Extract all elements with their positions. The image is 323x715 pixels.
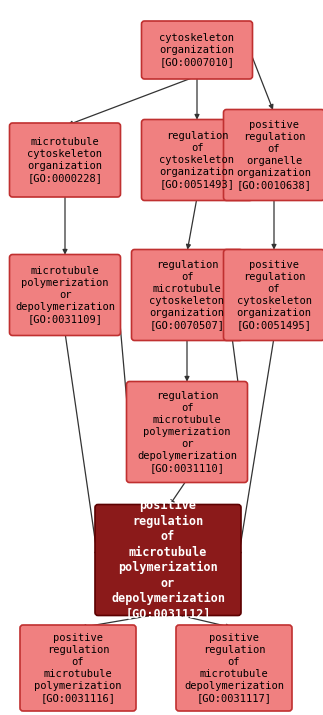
FancyBboxPatch shape	[20, 625, 136, 711]
FancyBboxPatch shape	[141, 119, 253, 200]
Text: microtubule
polymerization
or
depolymerization
[GO:0031109]: microtubule polymerization or depolymeri…	[15, 266, 115, 324]
Text: positive
regulation
of
microtubule
polymerization
or
depolymerization
[GO:003111: positive regulation of microtubule polym…	[111, 499, 225, 621]
FancyBboxPatch shape	[224, 250, 323, 340]
FancyBboxPatch shape	[95, 505, 241, 616]
FancyBboxPatch shape	[9, 123, 120, 197]
FancyBboxPatch shape	[9, 255, 120, 335]
FancyBboxPatch shape	[127, 382, 247, 483]
Text: cytoskeleton
organization
[GO:0007010]: cytoskeleton organization [GO:0007010]	[160, 33, 234, 67]
FancyBboxPatch shape	[141, 21, 253, 79]
Text: regulation
of
cytoskeleton
organization
[GO:0051493]: regulation of cytoskeleton organization …	[160, 131, 234, 189]
Text: positive
regulation
of
organelle
organization
[GO:0010638]: positive regulation of organelle organiz…	[236, 120, 311, 190]
Text: regulation
of
microtubule
cytoskeleton
organization
[GO:0070507]: regulation of microtubule cytoskeleton o…	[150, 260, 224, 330]
Text: positive
regulation
of
cytoskeleton
organization
[GO:0051495]: positive regulation of cytoskeleton orga…	[236, 260, 311, 330]
FancyBboxPatch shape	[131, 250, 243, 340]
Text: positive
regulation
of
microtubule
depolymerization
[GO:0031117]: positive regulation of microtubule depol…	[184, 633, 284, 703]
Text: regulation
of
microtubule
polymerization
or
depolymerization
[GO:0031110]: regulation of microtubule polymerization…	[137, 391, 237, 473]
Text: microtubule
cytoskeleton
organization
[GO:0000228]: microtubule cytoskeleton organization [G…	[27, 137, 102, 183]
FancyBboxPatch shape	[224, 109, 323, 200]
Text: positive
regulation
of
microtubule
polymerization
[GO:0031116]: positive regulation of microtubule polym…	[34, 633, 122, 703]
FancyBboxPatch shape	[176, 625, 292, 711]
